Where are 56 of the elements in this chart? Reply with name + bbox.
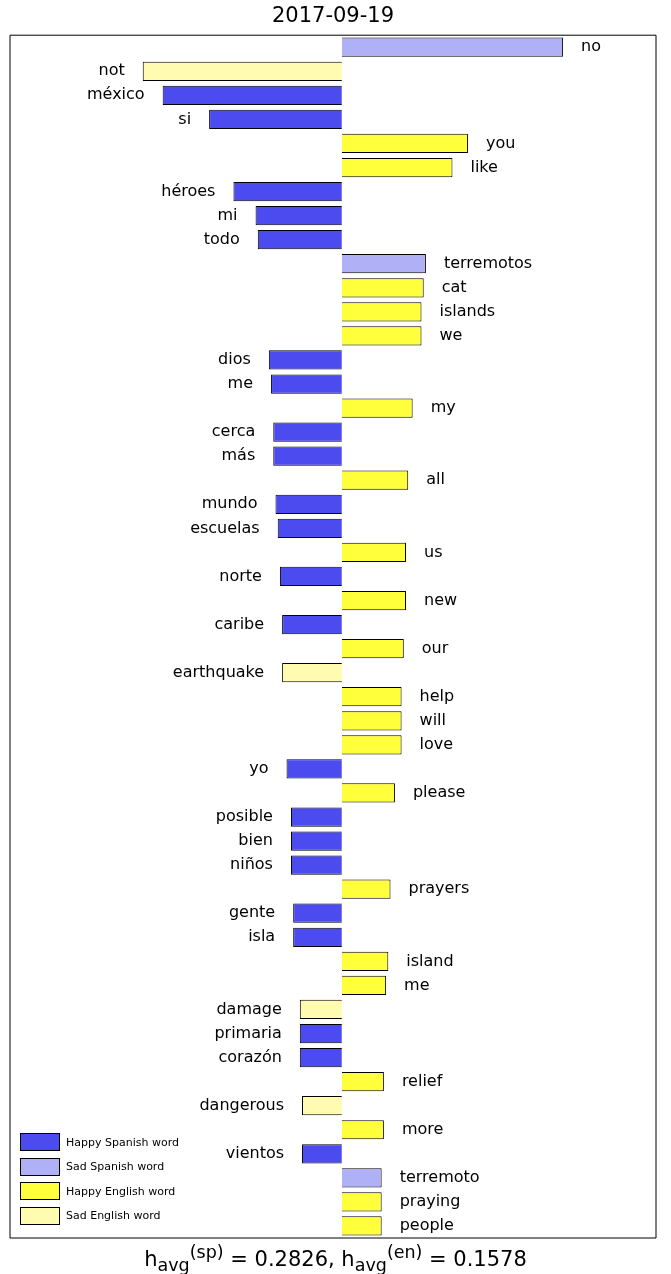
y-tick-label: me bbox=[404, 974, 430, 994]
y-tick-label: people bbox=[399, 1215, 454, 1235]
y-tick-label: like bbox=[470, 156, 498, 176]
y-tick-label: earthquake bbox=[172, 661, 265, 681]
y-tick-label: please bbox=[412, 782, 466, 802]
y-tick-label: prayers bbox=[408, 878, 470, 898]
y-tick-label: isla bbox=[248, 926, 276, 946]
y-tick-label: norte bbox=[219, 565, 262, 585]
chart-title: 2017-09-19 bbox=[271, 3, 395, 28]
y-tick-label: us bbox=[424, 541, 443, 561]
y-tick-label: praying bbox=[399, 1191, 461, 1211]
y-tick-label: not bbox=[98, 60, 125, 80]
y-tick-label: yo bbox=[249, 758, 269, 778]
y-tick-label: más bbox=[221, 445, 256, 465]
legend-label: Happy English word bbox=[66, 1184, 176, 1198]
y-tick-label: dios bbox=[218, 349, 251, 369]
y-tick-label: we bbox=[439, 325, 463, 345]
y-tick-label: help bbox=[419, 685, 455, 705]
y-tick-label: cat bbox=[441, 276, 467, 296]
y-tick-label: vientos bbox=[225, 1142, 285, 1162]
y-tick-label: all bbox=[426, 469, 445, 489]
y-tick-label: escuelas bbox=[190, 517, 260, 537]
y-tick-label: my bbox=[430, 397, 456, 417]
y-tick-label: will bbox=[419, 709, 446, 729]
y-tick-label: love bbox=[419, 734, 454, 754]
y-tick-label: terremoto bbox=[399, 1167, 480, 1187]
y-tick-label: our bbox=[421, 637, 449, 657]
y-tick-label: cerca bbox=[211, 421, 256, 441]
y-tick-label: me bbox=[227, 373, 254, 393]
text: h$_{avg}$$^{(sp)}$ = 0.2826, h$_{avg}$$^{(en)}$ = 0.1578 bbox=[143, 1242, 528, 1274]
y-tick-label: caribe bbox=[214, 613, 265, 633]
y-tick-label: dangerous bbox=[199, 1094, 285, 1114]
legend-label: Sad English word bbox=[66, 1209, 161, 1223]
y-tick-label: you bbox=[485, 132, 516, 152]
y-tick-label: islands bbox=[439, 301, 496, 320]
y-tick-label: niños bbox=[230, 854, 273, 874]
y-tick-label: mundo bbox=[201, 493, 258, 513]
y-tick-label: mi bbox=[217, 204, 238, 224]
y-tick-label: terremotos bbox=[443, 252, 533, 272]
y-tick-label: posible bbox=[215, 806, 273, 826]
legend-label: Sad Spanish word bbox=[66, 1160, 165, 1174]
y-tick-label: bien bbox=[238, 830, 273, 850]
y-tick-label: no bbox=[581, 36, 602, 56]
y-tick-label: si bbox=[178, 108, 192, 128]
y-tick-label: new bbox=[424, 589, 458, 609]
y-tick-label: more bbox=[401, 1118, 444, 1138]
y-tick-label: gente bbox=[228, 902, 276, 922]
y-tick-label: damage bbox=[216, 998, 282, 1018]
y-tick-label: todo bbox=[203, 228, 240, 248]
y-tick-label: island bbox=[406, 950, 454, 970]
y-tick-label: méxico bbox=[86, 84, 145, 104]
y-tick-label: héroes bbox=[161, 180, 216, 200]
y-tick-label: corazón bbox=[218, 1046, 282, 1066]
legend-label: Happy Spanish word bbox=[66, 1135, 179, 1149]
y-tick-label: relief bbox=[401, 1070, 443, 1090]
y-tick-label: primaria bbox=[214, 1022, 282, 1042]
